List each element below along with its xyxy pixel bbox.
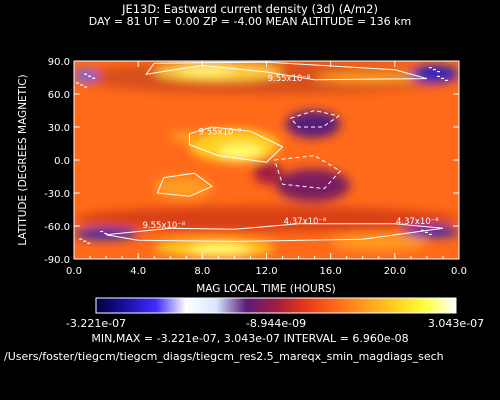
contour-label-3: 4.37x10⁻⁸: [284, 217, 327, 227]
contour-north: [145, 61, 428, 81]
x-tick-label-2: 8.0: [194, 266, 210, 277]
x-tick-label-6: 0.0: [451, 266, 467, 277]
y-tick-label-3: 0.0: [54, 156, 70, 167]
colorbar-mid-label: -8.944e-09: [246, 317, 306, 330]
stats-text: MIN,MAX = -3.221e-07, 3.043e-07 INTERVAL…: [91, 332, 409, 345]
field-south-peak: [189, 243, 251, 257]
y-tick-label-5: -60.0: [44, 222, 70, 233]
y-axis-label: LATITUDE (DEGREES MAGNETIC): [17, 74, 29, 245]
contour-label-2: 9.55x10⁻⁸: [142, 221, 185, 231]
axes: 0.0 4.0 8.0 12.0 16.0 20.0 0.090.060.030.00.0-…: [44, 57, 467, 277]
field-center-ridge: [170, 131, 203, 143]
contour-label-4: 4.37x10⁻⁸: [396, 217, 439, 227]
field-dark-south-edge: [253, 162, 283, 185]
file-path: /Users/foster/tiegcm/tiegcm_diags/tiegcm…: [4, 350, 444, 363]
field-south-blue-east: [402, 226, 459, 237]
chart-title: JE13D: Eastward current density (3d) (A/…: [122, 2, 378, 16]
colorbar: -3.221e-07 -8.944e-09 3.043e-07: [66, 297, 484, 330]
x-tick-label-4: 16.0: [320, 266, 342, 277]
chart-subtitle: DAY = 81 UT = 0.00 ZP = -4.00 MEAN ALTIT…: [88, 15, 412, 28]
heatmap-field: [74, 61, 459, 259]
field-dark-north: [285, 110, 341, 138]
colorbar-max-label: 3.043e-07: [428, 317, 484, 330]
y-tick-label-0: 90.0: [48, 57, 70, 68]
field-center-peak: [218, 144, 264, 160]
contour-south-orange: [156, 172, 213, 197]
colorbar-min-label: -3.221e-07: [66, 317, 126, 330]
field-polar-noise: [76, 66, 448, 244]
heatmap-plot: 9.55x10⁻⁸ 9.55x10⁻⁸ 9.55x10⁻⁸ 4.37x10⁻⁸ 4.37…: [17, 57, 467, 295]
x-tick-label-5: 20.0: [384, 266, 406, 277]
y-tick-label-2: 30.0: [48, 123, 70, 134]
x-tick-label-0: 0.0: [66, 266, 82, 277]
contour-center: [189, 126, 284, 163]
contour-south-band: [105, 223, 444, 242]
contour-dark-south: [273, 155, 342, 190]
y-tick-label-1: 60.0: [48, 90, 70, 101]
field-dark-south: [276, 168, 350, 202]
contour-lines: 9.55x10⁻⁸ 9.55x10⁻⁸ 9.55x10⁻⁸ 4.37x10⁻⁸ 4.37…: [105, 61, 444, 242]
field-north-ridge: [314, 72, 427, 83]
x-tick-label-3: 12.0: [255, 266, 277, 277]
contour-label-0: 9.55x10⁻⁸: [268, 74, 311, 84]
x-tick-label-1: 4.0: [130, 266, 146, 277]
y-tick-label-6: -90.0: [44, 255, 70, 266]
field-south-ridge: [330, 234, 427, 251]
y-tick-label-4: -30.0: [44, 189, 70, 200]
contour-dark-north: [289, 109, 340, 128]
field-band-south: [74, 206, 459, 232]
colorbar-gradient: [95, 297, 457, 314]
contour-label-1: 9.55x10⁻⁸: [199, 128, 242, 138]
x-axis-label: MAG LOCAL TIME (HOURS): [196, 283, 336, 295]
